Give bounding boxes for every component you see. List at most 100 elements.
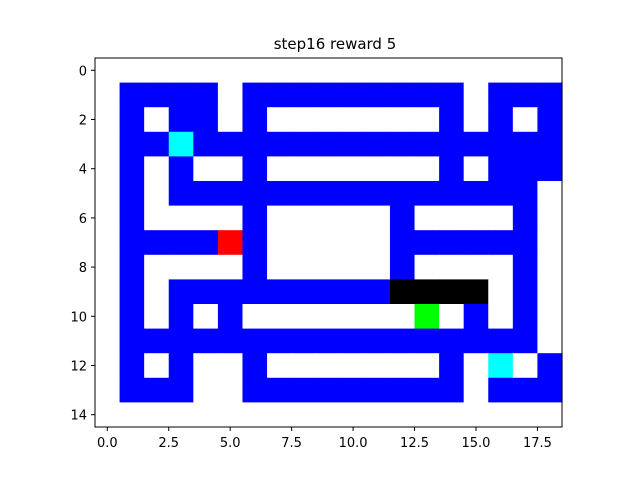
floor-cell xyxy=(340,205,366,231)
floor-cell xyxy=(95,58,121,84)
floor-cell xyxy=(193,254,219,280)
floor-cell xyxy=(389,156,416,182)
wall-cell xyxy=(217,328,244,354)
floor-cell xyxy=(488,304,514,330)
floor-cell xyxy=(217,156,244,182)
wall-cell xyxy=(439,156,465,182)
wall-cell xyxy=(144,131,170,157)
wall-cell xyxy=(512,377,539,403)
wall-cell xyxy=(267,377,293,403)
wall-cell xyxy=(512,131,539,157)
floor-cell xyxy=(217,58,244,84)
wall-cell xyxy=(512,181,539,207)
floor-cell xyxy=(193,353,219,379)
floor-cell xyxy=(316,353,342,379)
wall-cell xyxy=(193,230,219,256)
wall-cell xyxy=(488,328,514,354)
wall-cell xyxy=(291,279,317,305)
wall-cell xyxy=(242,353,268,379)
floor-cell xyxy=(95,254,121,280)
wall-cell xyxy=(144,82,170,108)
wall-cell xyxy=(168,181,194,207)
wall-cell xyxy=(414,377,440,403)
floor-cell xyxy=(267,58,293,84)
floor-cell xyxy=(512,402,539,428)
wall-cell xyxy=(537,107,563,133)
floor-cell xyxy=(414,58,440,84)
floor-cell xyxy=(512,58,539,84)
floor-cell xyxy=(144,254,170,280)
wall-cell xyxy=(168,353,194,379)
floor-cell xyxy=(95,402,121,428)
floor-cell xyxy=(316,107,342,133)
wall-cell xyxy=(242,279,268,305)
floor-cell xyxy=(168,58,194,84)
floor-cell xyxy=(144,181,170,207)
wall-cell xyxy=(316,131,342,157)
wall-cell xyxy=(168,82,194,108)
wall-cell xyxy=(144,230,170,256)
wall-cell xyxy=(389,230,416,256)
wall-cell xyxy=(463,328,489,354)
wall-cell xyxy=(389,205,416,231)
y-tick-label: 4 xyxy=(79,163,87,178)
floor-cell xyxy=(340,402,366,428)
wall-cell xyxy=(512,156,539,182)
floor-cell xyxy=(217,254,244,280)
y-axis: 0 2 4 6 8 10 12 14 xyxy=(70,64,95,424)
wall-cell xyxy=(119,131,145,157)
floor-cell xyxy=(144,205,170,231)
wall-cell xyxy=(512,328,539,354)
floor-cell xyxy=(291,230,317,256)
floor-cell xyxy=(488,254,514,280)
wall-cell xyxy=(242,328,268,354)
floor-cell xyxy=(217,205,244,231)
floor-cell xyxy=(144,279,170,305)
wall-cell xyxy=(119,156,145,182)
wall-cell xyxy=(414,328,440,354)
floor-cell xyxy=(242,58,268,84)
floor-cell xyxy=(316,304,342,330)
wall-cell xyxy=(365,181,391,207)
floor-cell xyxy=(463,82,489,108)
floor-cell xyxy=(267,304,293,330)
floor-cell xyxy=(193,402,219,428)
wall-cell xyxy=(439,377,465,403)
floor-cell xyxy=(488,279,514,305)
floor-cell xyxy=(414,402,440,428)
floor-cell xyxy=(537,205,563,231)
floor-cell xyxy=(537,279,563,305)
floor-cell xyxy=(537,181,563,207)
wall-cell xyxy=(242,181,268,207)
wall-cell xyxy=(316,181,342,207)
floor-cell xyxy=(340,230,366,256)
floor-cell xyxy=(316,402,342,428)
floor-cell xyxy=(439,304,465,330)
wall-cell xyxy=(242,230,268,256)
cyan-cell xyxy=(168,131,194,157)
floor-cell xyxy=(217,82,244,108)
wall-cell xyxy=(537,131,563,157)
floor-cell xyxy=(95,353,121,379)
wall-cell xyxy=(463,131,489,157)
black-cell xyxy=(463,279,489,305)
x-tick-label: 17.5 xyxy=(523,436,552,451)
wall-cell xyxy=(119,82,145,108)
floor-cell xyxy=(217,402,244,428)
floor-cell xyxy=(414,156,440,182)
floor-cell xyxy=(291,353,317,379)
wall-cell xyxy=(340,131,366,157)
wall-cell xyxy=(414,131,440,157)
floor-cell xyxy=(463,107,489,133)
floor-cell xyxy=(95,181,121,207)
floor-cell xyxy=(414,254,440,280)
x-tick-label: 0.0 xyxy=(97,436,118,451)
floor-cell xyxy=(291,205,317,231)
floor-cell xyxy=(365,156,391,182)
axes-frame xyxy=(94,57,563,428)
floor-cell xyxy=(217,107,244,133)
x-tick-label: 7.5 xyxy=(281,436,302,451)
floor-cell xyxy=(95,131,121,157)
black-cell xyxy=(439,279,465,305)
y-tick-label: 0 xyxy=(79,64,87,79)
